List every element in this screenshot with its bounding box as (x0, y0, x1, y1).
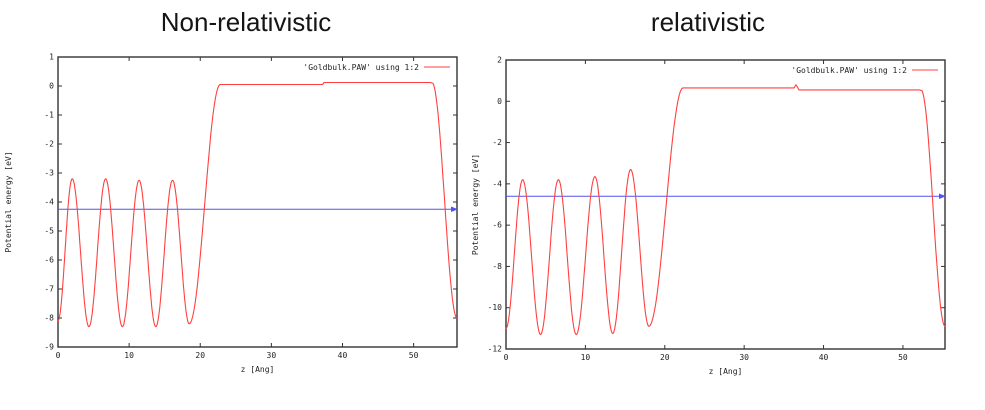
y-axis-label: Potential energy [eV] (4, 151, 13, 252)
y-tick-label: -10 (488, 303, 503, 312)
y-tick-label: 2 (497, 56, 502, 65)
y-tick-label: 0 (49, 82, 54, 91)
x-tick-label: 0 (504, 353, 509, 362)
x-tick-label: 40 (338, 351, 348, 360)
plot-nonrelativistic: 0 10 20 30 40 5010-1-2-3-4-5-6-7-8-9Potential… (4, 53, 458, 374)
x-tick-label: 0 (56, 351, 61, 360)
chart-title-relativistic: relativistic (650, 7, 766, 37)
x-tick-label: 40 (819, 353, 829, 362)
y-tick-label: -7 (44, 285, 54, 294)
y-tick-label: 1 (49, 53, 54, 62)
y-tick-label: -8 (492, 262, 502, 271)
x-tick-label: 20 (195, 351, 205, 360)
x-tick-label: 50 (898, 353, 908, 362)
y-tick-label: -6 (492, 221, 502, 230)
x-tick-label: 30 (739, 353, 749, 362)
potential-curve (505, 84, 946, 336)
potential-curve (57, 81, 458, 328)
x-tick-label: 10 (124, 351, 134, 360)
y-tick-label: -2 (44, 140, 54, 149)
y-axis-label: Potential energy [eV] (471, 154, 480, 255)
y-tick-label: -6 (44, 256, 54, 265)
x-tick-label: 50 (409, 351, 419, 360)
x-axis-label: z [Ang] (709, 367, 743, 376)
y-tick-label: -8 (44, 314, 54, 323)
y-tick-label: -1 (44, 111, 54, 120)
legend-label: 'Goldbulk.PAW' using 1:2 (303, 63, 419, 72)
x-axis-label: z [Ang] (241, 365, 275, 374)
plot-border (505, 59, 946, 350)
x-tick-label: 20 (660, 353, 670, 362)
y-tick-label: -4 (492, 179, 502, 188)
y-tick-label: -5 (44, 227, 54, 236)
fermi-arrowhead-icon (939, 193, 946, 199)
x-tick-label: 10 (581, 353, 591, 362)
y-tick-label: -4 (44, 198, 54, 207)
y-tick-label: -9 (44, 343, 54, 352)
x-tick-label: 30 (267, 351, 277, 360)
legend-label: 'Goldbulk.PAW' using 1:2 (791, 66, 907, 75)
chart-title-nonrelativistic: Non-relativistic (160, 7, 332, 37)
y-tick-label: 0 (497, 97, 502, 106)
y-tick-label: -2 (492, 138, 502, 147)
y-tick-label: -12 (488, 345, 503, 354)
y-tick-label: -3 (44, 169, 54, 178)
fermi-arrowhead-icon (451, 206, 458, 212)
